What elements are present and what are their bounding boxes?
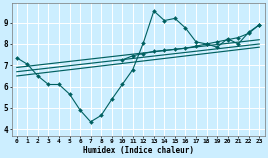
X-axis label: Humidex (Indice chaleur): Humidex (Indice chaleur) <box>83 146 193 155</box>
